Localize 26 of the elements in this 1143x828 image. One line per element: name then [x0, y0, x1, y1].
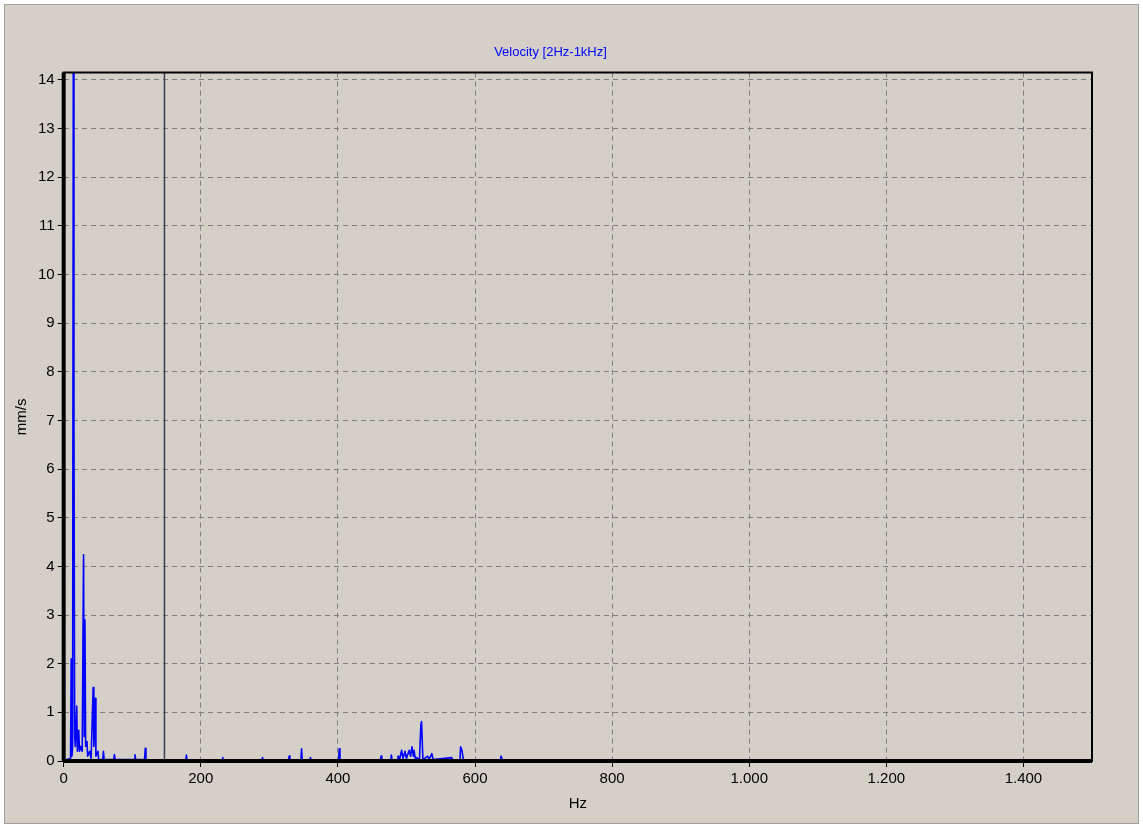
x-tick-label: 600 — [462, 769, 488, 787]
y-tick-label: 2 — [46, 653, 55, 671]
x-tick-label: 1.000 — [730, 769, 768, 787]
y-tick-label: 3 — [46, 605, 55, 623]
x-axis-title: Hz — [568, 794, 588, 812]
y-tick-label: 11 — [39, 215, 55, 233]
y-tick-label: 6 — [46, 459, 55, 477]
y-tick-label: 13 — [38, 118, 55, 136]
y-tick-label: 0 — [46, 751, 55, 769]
y-tick-label: 7 — [46, 410, 55, 428]
x-tick-label: 400 — [325, 769, 351, 787]
x-tick-label: 200 — [188, 769, 214, 787]
y-tick-label: 12 — [38, 167, 55, 185]
y-tick-label: 1 — [46, 702, 55, 720]
y-tick-label: 9 — [46, 313, 55, 331]
y-tick-label: 8 — [46, 361, 55, 379]
y-tick-label: 10 — [38, 264, 55, 282]
chart-title: Velocity [2Hz-1kHz] — [494, 44, 607, 60]
y-axis-title: mm/s — [12, 398, 30, 436]
x-tick-label: 0 — [59, 769, 68, 787]
y-tick-label: 14 — [38, 70, 55, 88]
x-tick-label: 1.200 — [867, 769, 906, 787]
y-tick-label: 4 — [46, 556, 55, 574]
x-tick-label: 800 — [599, 769, 625, 787]
x-tick-label: 1.400 — [1004, 769, 1043, 787]
y-tick-label: 5 — [46, 507, 55, 525]
